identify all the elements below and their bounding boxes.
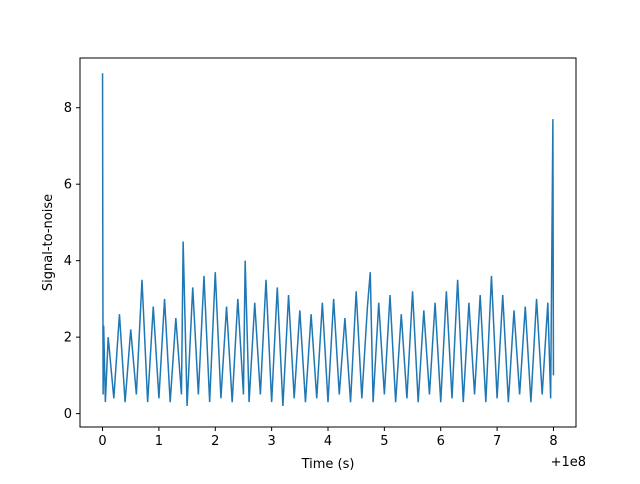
x-tick-label: 0 (98, 434, 106, 449)
x-axis-offset-label: +1e8 (551, 455, 586, 470)
x-tick-label: 2 (211, 434, 219, 449)
x-axis-label: Time (s) (301, 457, 355, 472)
x-tick-label: 6 (437, 434, 445, 449)
series-line-0 (101, 73, 555, 407)
x-tick-label: 4 (324, 434, 332, 449)
x-tick-label: 5 (380, 434, 388, 449)
y-axis-label: Signal-to-noise (41, 194, 56, 291)
x-tick-label: 8 (549, 434, 557, 449)
y-tick-label: 6 (64, 178, 72, 193)
y-tick-label: 2 (64, 331, 72, 346)
x-tick-label: 7 (493, 434, 501, 449)
axes-layer: 0 1 2 3 4 5 6 7 8 0 2 4 6 8 (64, 101, 558, 449)
x-tick-label: 1 (155, 434, 163, 449)
x-tick-label: 3 (267, 434, 275, 449)
plot-layer (101, 73, 555, 407)
y-tick-label: 0 (64, 407, 72, 422)
y-tick-label: 4 (64, 254, 72, 269)
y-tick-label: 8 (64, 101, 72, 116)
